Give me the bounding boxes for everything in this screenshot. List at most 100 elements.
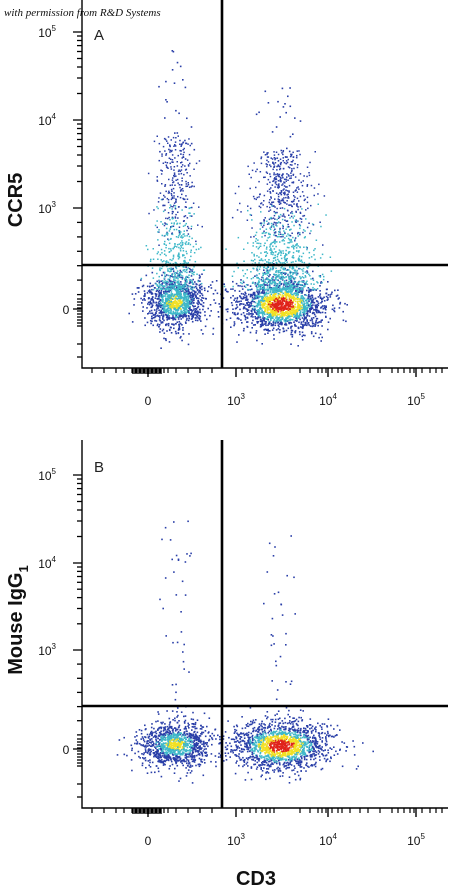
cd3neg-ccr5neg-point [158,324,161,326]
cd3pos-ccr5neg-point [269,306,271,309]
cd3neg-ccr5neg-point [179,322,182,325]
cd3pos-ccr5pos-point [266,153,268,156]
cd3neg-ccr5pos-point [169,270,171,273]
cd3neg-ccr5pos-point [168,216,170,219]
cd3neg-ccr5pos-point [159,283,161,286]
cd3pos-ccr5neg-point [250,315,252,318]
cd3pos-ccr5pos-point [296,271,298,273]
cd3neg-ccr5neg-point [142,306,144,308]
cd3pos-ccr5neg-point [281,303,283,305]
cd3pos-ccr5pos-point [290,172,292,174]
cd3pos-ccr5pos-point [291,221,293,223]
cd3neg-ccr5neg-point [141,285,144,288]
cd3neg-igg1neg-point [190,745,193,748]
cd3neg-ccr5neg-point [184,314,186,317]
cd3neg-ccr5neg-point [217,311,220,313]
cd3neg-ccr5pos-point [180,287,182,289]
cd3pos-ccr5neg-point [230,288,232,290]
cd3pos-ccr5pos-point [274,251,277,253]
cd3neg-ccr5pos-point [165,280,168,283]
cd3pos-ccr5pos-point [287,166,290,168]
cd3neg-ccr5neg-point [173,327,175,330]
cd3neg-ccr5neg-point [190,275,193,277]
cd3pos-ccr5pos-point [314,258,316,261]
cd3pos-ccr5pos-point [301,276,304,278]
cd3pos-ccr5pos-point [268,210,270,212]
cd3pos-ccr5neg-point [262,280,264,282]
cd3neg-ccr5pos-point [162,210,165,213]
cd3neg-ccr5neg-point [152,314,155,316]
cd3pos-ccr5neg-point [265,284,267,286]
cd3pos-ccr5pos-point [275,176,277,178]
cd3pos-ccr5neg-point [242,297,245,300]
cd3pos-ccr5pos-point [298,179,300,181]
cd3pos-ccr5neg-point [263,269,265,271]
cd3neg-ccr5pos-point [174,289,176,291]
cd3neg-igg1neg-point [179,733,181,736]
cd3neg-ccr5pos-point [153,209,155,211]
cd3pos-ccr5pos-point [270,203,273,206]
cd3pos-ccr5neg-point [290,312,292,315]
cd3neg-ccr5pos-point [173,272,176,274]
cd3neg-ccr5pos-point [185,250,187,253]
cd3neg-ccr5pos-high-point [176,132,179,134]
cd3pos-ccr5pos-point [298,188,300,190]
cd3neg-ccr5neg-point [180,318,182,320]
cd3neg-ccr5pos-point [193,266,195,268]
cd3pos-ccr5neg-point [306,302,308,304]
cd3pos-ccr5neg-point [270,314,272,316]
cd3pos-ccr5pos-point [282,286,285,288]
cd3pos-ccr5neg-point [297,298,300,300]
cd3pos-ccr5neg-point [262,296,264,299]
cd3neg-ccr5neg-point [144,299,146,301]
cd3neg-ccr5neg-point [172,295,175,297]
cd3neg-ccr5neg-point [195,287,198,290]
cd3neg-ccr5neg-point [176,321,179,323]
cd3pos-ccr5pos-point [293,269,296,271]
cd3neg-ccr5pos-point [172,181,174,184]
cd3pos-ccr5neg-point [230,302,233,304]
cd3pos-ccr5pos-point [264,280,266,282]
cd3neg-ccr5pos-point [166,261,168,264]
cd3pos-ccr5pos-point [269,192,272,194]
cd3pos-ccr5neg-point [296,284,299,286]
cd3neg-ccr5pos-point [181,164,184,166]
y-tick-label: 0 [63,303,70,317]
cd3neg-ccr5pos-point [163,281,165,283]
cd3neg-ccr5pos-point [168,242,171,245]
cd3neg-ccr5pos-point [186,252,188,255]
cd3neg-ccr5pos-point [164,275,166,277]
cd3pos-ccr5pos-point [279,283,281,285]
cd3pos-ccr5neg-point [256,290,258,293]
cd3pos-ccr5pos-point [245,284,248,286]
cd3neg-ccr5pos-point [169,207,171,209]
cd3pos-ccr5pos-point [263,220,265,222]
cd3pos-ccr5pos-point [263,266,265,269]
cd3pos-ccr5pos-point [290,170,293,173]
cd3pos-ccr5pos-point [241,282,243,285]
cd3neg-igg1neg-point [177,726,180,729]
cd3neg-ccr5neg-point [182,296,184,299]
cd3neg-ccr5neg-point [158,280,161,283]
cd3neg-ccr5pos-point [162,162,165,164]
cd3neg-ccr5pos-point [182,266,184,268]
cd3pos-ccr5neg-point [274,302,277,305]
cd3pos-ccr5neg-point [317,302,320,305]
cd3neg-ccr5pos-point [173,276,175,278]
cd3pos-ccr5pos-point [308,172,310,174]
cd3neg-ccr5pos-point [178,246,180,249]
cd3neg-ccr5pos-point [164,289,167,291]
cd3pos-ccr5pos-point [267,266,269,268]
cd3pos-ccr5pos-point [272,260,275,262]
cd3neg-ccr5neg-point [150,317,153,320]
cd3neg-ccr5neg-point [161,274,163,277]
cd3pos-ccr5neg-point [254,275,256,277]
cd3pos-ccr5neg-point [276,309,278,311]
cd3pos-ccr5pos-point [282,277,284,280]
cd3pos-ccr5neg-point [260,325,262,327]
cd3neg-ccr5neg-point [168,297,171,300]
cd3neg-ccr5neg-point [172,303,175,306]
cd3neg-ccr5neg-point [185,299,187,301]
cd3pos-ccr5pos-point [319,276,322,278]
cd3pos-ccr5pos-point [270,157,272,159]
